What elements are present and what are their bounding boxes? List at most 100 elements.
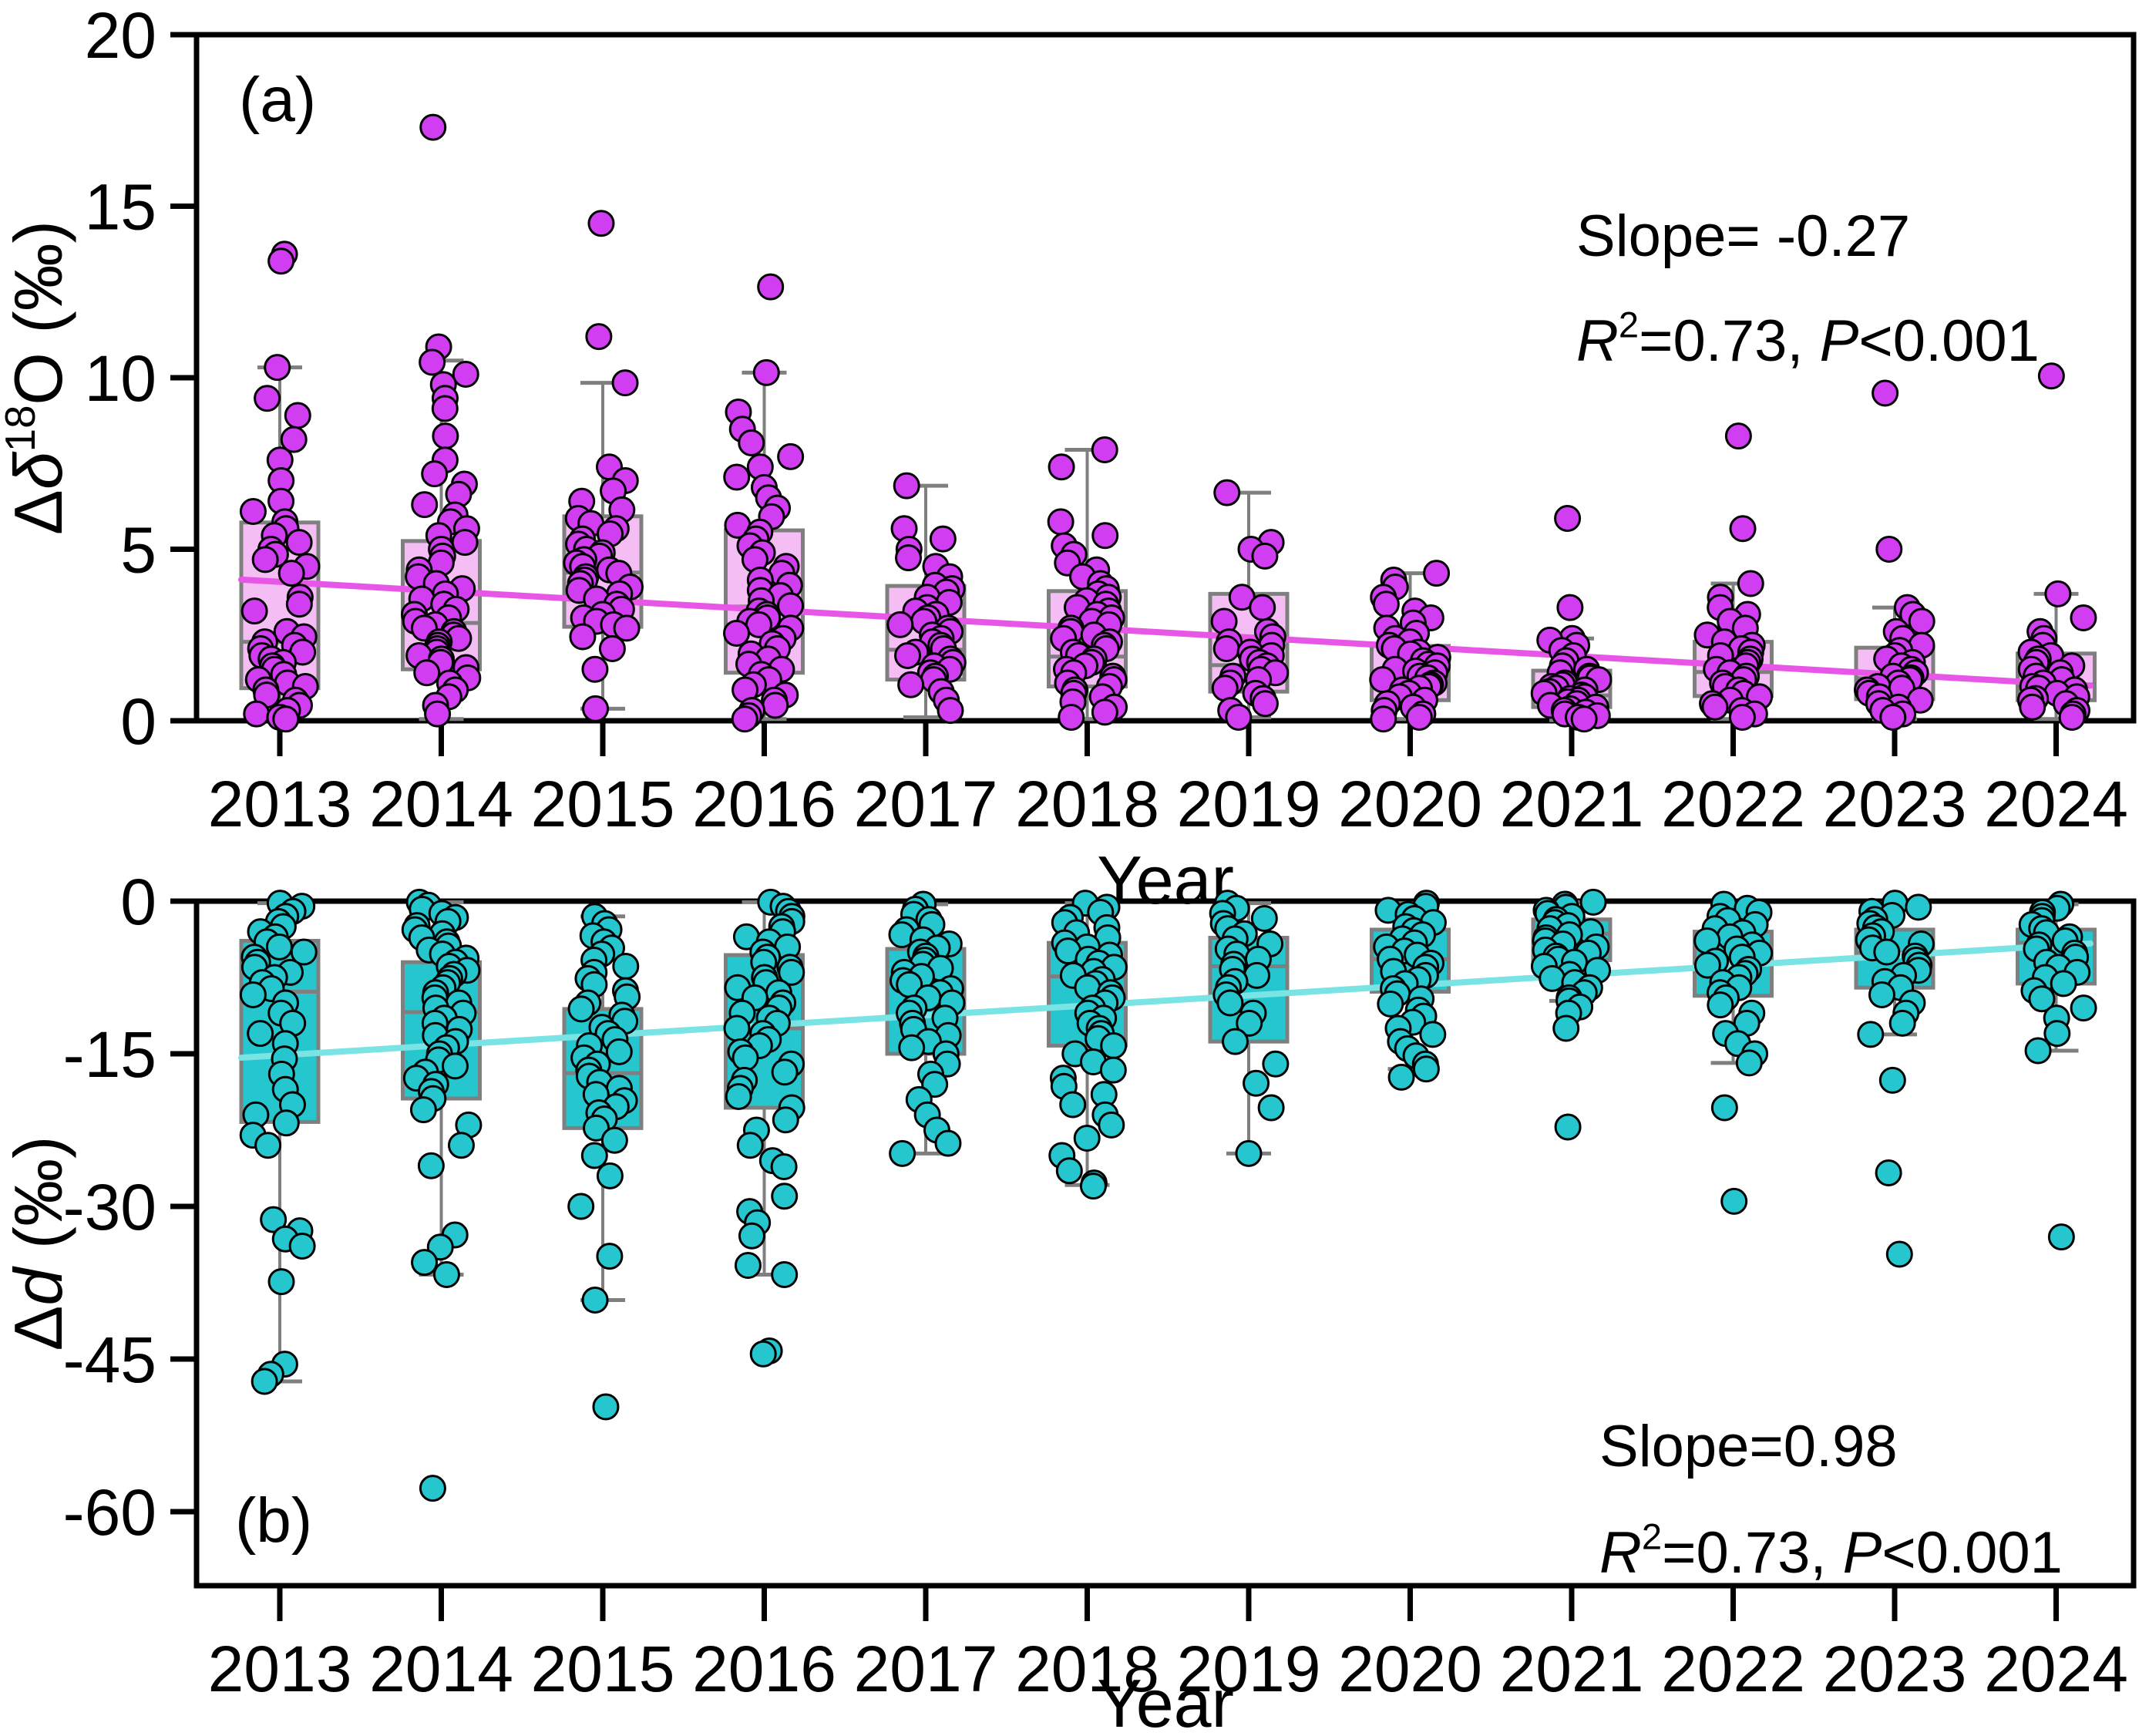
scatter-point	[251, 1368, 278, 1395]
scatter-point	[1539, 964, 1566, 992]
x-tick-label: 2022	[1661, 768, 1805, 840]
scatter-point	[1212, 635, 1240, 663]
scatter-point	[285, 529, 313, 557]
scatter-point	[240, 597, 268, 625]
scatter-point	[771, 1058, 799, 1086]
scatter-point	[1073, 1125, 1101, 1152]
scatter-2022	[1693, 422, 1774, 732]
x-tick-label: 2023	[1823, 768, 1967, 840]
y-tick-label: 10	[85, 342, 156, 415]
x-tick-label: 2022	[1661, 1633, 1805, 1705]
scatter-2018	[1047, 436, 1128, 732]
scatter-point	[265, 933, 293, 961]
scatter-point	[611, 369, 639, 397]
scatter-point	[1857, 1021, 1885, 1048]
scatter-point	[1554, 1113, 1582, 1141]
scatter-point	[2024, 1037, 2052, 1065]
scatter-point	[731, 1044, 759, 1072]
scatter-point	[1693, 951, 1721, 979]
scatter-point	[1872, 379, 1899, 407]
scatter-point	[893, 472, 920, 500]
scatter-point	[738, 1222, 765, 1250]
scatter-point	[725, 1082, 752, 1110]
scatter-point	[757, 273, 785, 301]
x-tick-label: 2021	[1500, 768, 1644, 840]
scatter-point	[432, 422, 459, 450]
scatter-2023	[1853, 379, 1935, 732]
scatter-2020	[1373, 890, 1447, 1091]
scatter-point	[771, 1260, 799, 1288]
scatter-point	[1879, 704, 1907, 732]
scatter-point	[1707, 991, 1734, 1019]
scatter-point	[1868, 981, 1895, 1008]
scatter-point	[1377, 990, 1404, 1018]
scatter-point	[1100, 1031, 1128, 1059]
scatter-point	[734, 1252, 762, 1280]
y-tick-label: 0	[120, 685, 156, 758]
scatter-point	[288, 1232, 316, 1260]
scatter-point	[723, 620, 751, 648]
scatter-point	[1213, 479, 1241, 506]
scatter-point	[1878, 1066, 1906, 1094]
scatter-2023	[1855, 890, 1935, 1268]
plot-frame	[193, 898, 2137, 1589]
scatter-point	[1724, 422, 1752, 450]
scatter-point	[1250, 904, 1278, 932]
scatter-point	[1405, 704, 1433, 732]
y-tick-label: -30	[63, 1171, 156, 1243]
x-tick-label: 2015	[531, 768, 675, 840]
x-tick-label: 2015	[531, 1633, 675, 1705]
scatter-point	[583, 1114, 610, 1142]
y-tick-label: -45	[63, 1324, 156, 1396]
scatter-point	[285, 590, 313, 618]
scatter-2024	[2016, 362, 2097, 732]
y-tick-label: 20	[85, 0, 156, 72]
scatter-point	[937, 697, 964, 725]
scatter-point	[421, 460, 449, 488]
scatter-point	[1735, 1049, 1763, 1077]
scatter-point	[934, 1129, 962, 1157]
scatter-point	[582, 695, 610, 722]
y-axis-label: Δd (‰)	[0, 1136, 76, 1351]
scatter-point	[267, 1268, 295, 1296]
panel-b: 0 -15 -30 -45 -60 2013 2014 2015 2016 2017 2018 201…	[0, 866, 2137, 1736]
scatter-point	[290, 938, 318, 966]
scatter-2019	[1210, 479, 1290, 732]
scatter-point	[598, 635, 626, 663]
scatter-point	[723, 463, 751, 491]
scatter-point	[417, 1152, 445, 1179]
scatter-point	[1419, 1021, 1447, 1048]
scatter-point	[1249, 594, 1276, 621]
scatter-point	[736, 1132, 764, 1159]
x-tick-label: 2019	[1177, 1633, 1321, 1705]
scatter-point	[280, 426, 308, 453]
panel-letter: (b)	[235, 1485, 312, 1556]
scatter-point	[1257, 1094, 1285, 1122]
scatter-point	[2070, 994, 2097, 1022]
scatter-point	[432, 1260, 460, 1288]
x-tick-label: 2013	[208, 1633, 352, 1705]
scatter-point	[411, 1249, 439, 1277]
scatter-point	[1905, 893, 1932, 921]
trend-line	[238, 576, 2094, 689]
trend-line	[238, 940, 2094, 1061]
panel-a: 0 5 10 15 20 2013 2014 2015 2016 2017 2018 2019 2020…	[0, 0, 2137, 918]
scatter-point	[243, 700, 271, 728]
scatter-point	[749, 1340, 777, 1368]
scatter-point	[895, 544, 923, 572]
scatter-point	[596, 1162, 624, 1189]
scatter-point	[596, 1243, 624, 1270]
scatter-2017	[888, 890, 966, 1167]
y-tick-label: 0	[120, 866, 156, 938]
scatter-point	[778, 958, 805, 986]
scatter-point	[1225, 704, 1253, 732]
scatter-point	[889, 1139, 916, 1167]
annotation-stats: R2=0.73, P<0.001	[1599, 1516, 2063, 1586]
scatter-2016	[723, 273, 805, 733]
scatter-point	[413, 659, 441, 687]
scatter-point	[419, 113, 447, 141]
scatter-2015	[563, 210, 644, 722]
y-tick-label: -60	[63, 1476, 156, 1549]
scatter-point	[894, 641, 922, 669]
scatter-point	[1235, 1139, 1263, 1167]
